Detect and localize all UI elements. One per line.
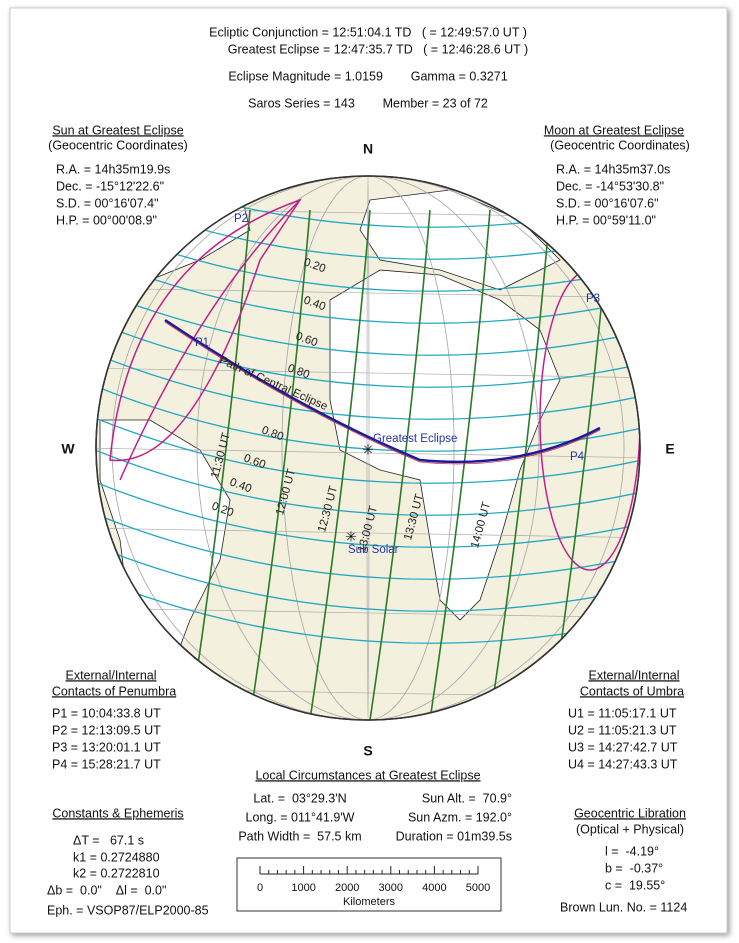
panel-row: Δb = 0.0" Δl = 0.0" [47, 883, 166, 897]
panel-row: R.A. = 14h35m19.9s [56, 162, 170, 176]
penumbra-limit [109, 198, 302, 462]
meridian [366, 176, 370, 720]
time-line [429, 209, 491, 720]
time-line [369, 209, 431, 720]
magnitude-curve [96, 479, 640, 548]
panel-row: Dec. = -14°53'30.8" [556, 179, 664, 193]
scale-tick-label: 4000 [422, 882, 446, 894]
panel-row: U4 = 14:27:43.3 UT [568, 757, 678, 771]
earth-limb [95, 175, 641, 721]
panel-row: U1 = 11:05:17.1 UT [568, 706, 677, 720]
subsolar-marker: ✳ [345, 529, 357, 545]
panel-row: k2 = 0.2722810 [73, 866, 160, 880]
panel-row: S.D. = 00°16'07.4" [56, 196, 159, 210]
compass-south: S [363, 743, 372, 759]
panel-row: Lat. = 03°29.3'N [253, 791, 346, 805]
africa [329, 269, 561, 621]
panel-row: S.D. = 00°16'07.6" [556, 196, 659, 210]
panel-subtitle: (Geocentric Coordinates) [48, 138, 188, 152]
panel-row: P4 = 15:28:21.7 UT [52, 757, 161, 771]
panel-row: Sun Alt. = 70.9° [422, 791, 512, 805]
compass-east: E [665, 441, 674, 457]
panel-row: k1 = 0.2724880 [73, 850, 160, 864]
panel-title: Sun at Greatest Eclipse [52, 123, 183, 137]
panel-row: b = -0.37° [605, 861, 663, 875]
scale-unit: Kilometers [343, 896, 395, 908]
panel-row: U3 = 14:27:42.7 UT [568, 740, 678, 754]
header-line: Greatest Eclipse = 12:47:35.7 TD ( = 12:… [228, 42, 528, 56]
contact-label: P1 [195, 337, 209, 349]
panel-subtitle: Contacts of Penumbra [52, 684, 176, 698]
meridian [281, 176, 455, 720]
compass-west: W [61, 441, 75, 457]
panel-row: Path Width = 57.5 km [238, 829, 361, 843]
magnitude-curve [96, 351, 640, 420]
scale-box [236, 857, 502, 912]
panel-row: c = 19.55° [605, 878, 665, 892]
magnitude-curve [96, 415, 640, 484]
panel-subtitle: (Geocentric Coordinates) [550, 138, 690, 152]
magnitude-curve [96, 447, 640, 516]
parallel [96, 287, 640, 299]
scale-tick-label: 2000 [335, 882, 359, 894]
scale-tick-label: 3000 [379, 882, 403, 894]
parallel [96, 447, 640, 459]
penumbra-limit [119, 199, 301, 481]
greatest-marker: ✳ [362, 442, 374, 458]
panel-row: Duration = 01m39.5s [396, 829, 512, 843]
header-line: Ecliptic Conjunction = 12:51:04.1 TD ( =… [209, 25, 527, 39]
magnitude-curve [96, 287, 640, 356]
panel-row: U2 = 11:05:21.3 UT [568, 723, 677, 737]
central-path-edge [164, 321, 601, 465]
scale-tick-label: 0 [257, 882, 263, 894]
panel-row: Eph. = VSOP87/ELP2000-85 [47, 903, 209, 917]
panel-title: Geocentric Libration [574, 806, 686, 820]
greatest-label: Greatest Eclipse [373, 433, 457, 445]
panel-subtitle: (Optical + Physical) [576, 822, 684, 836]
panel-title: Moon at Greatest Eclipse [544, 123, 684, 137]
meridian [196, 176, 540, 720]
panel-row: R.A. = 14h35m37.0s [556, 162, 670, 176]
magnitude-curve [96, 255, 640, 324]
panel-row: Brown Lun. No. = 1124 [560, 900, 687, 914]
panel-row: Sun Azm. = 192.0° [408, 810, 512, 824]
panel-title: External/Internal [65, 668, 156, 682]
header-line: Saros Series = 143 Member = 23 of 72 [248, 96, 488, 110]
magnitude-curve [96, 319, 640, 388]
parallel [96, 527, 640, 539]
panel-row: Long. = 011°41.9'W [246, 810, 355, 824]
scale-tick-label: 1000 [291, 882, 315, 894]
magnitude-curve [96, 543, 640, 612]
scale-tick-label: 5000 [466, 882, 490, 894]
parallel [96, 607, 640, 619]
parallel [96, 367, 640, 379]
time-line [309, 209, 371, 720]
panel-row: P2 = 12:13:09.5 UT [52, 723, 161, 737]
header-line: Eclipse Magnitude = 1.0159 Gamma = 0.327… [228, 69, 507, 83]
subsolar-label: Sub Solar [348, 544, 399, 556]
panel-row: Dec. = -15°12'22.6" [56, 179, 164, 193]
time-line [189, 209, 251, 720]
panel-title: External/Internal [588, 668, 679, 682]
panel-row: P3 = 13:20:01.1 UT [52, 740, 161, 754]
panel-title: Local Circumstances at Greatest Eclipse [255, 768, 480, 782]
contact-label: P4 [570, 451, 585, 463]
panel-row: l = -4.19° [605, 844, 659, 858]
panel-row: H.P. = 00°00'08.9" [56, 213, 157, 227]
contact-label: P2 [234, 213, 248, 225]
time-line [249, 209, 311, 720]
magnitude-curve [96, 511, 640, 580]
panel-title: Constants & Ephemeris [52, 806, 183, 820]
panel-row: H.P. = 00°59'11.0" [556, 213, 656, 227]
central-path [164, 318, 601, 464]
compass-north: N [363, 141, 373, 157]
panel-subtitle: Contacts of Umbra [580, 684, 684, 698]
time-line [489, 209, 551, 720]
panel-row: ΔT = 67.1 s [73, 833, 144, 847]
panel-row: P1 = 10:04:33.8 UT [52, 706, 161, 720]
contact-label: P3 [586, 293, 600, 305]
